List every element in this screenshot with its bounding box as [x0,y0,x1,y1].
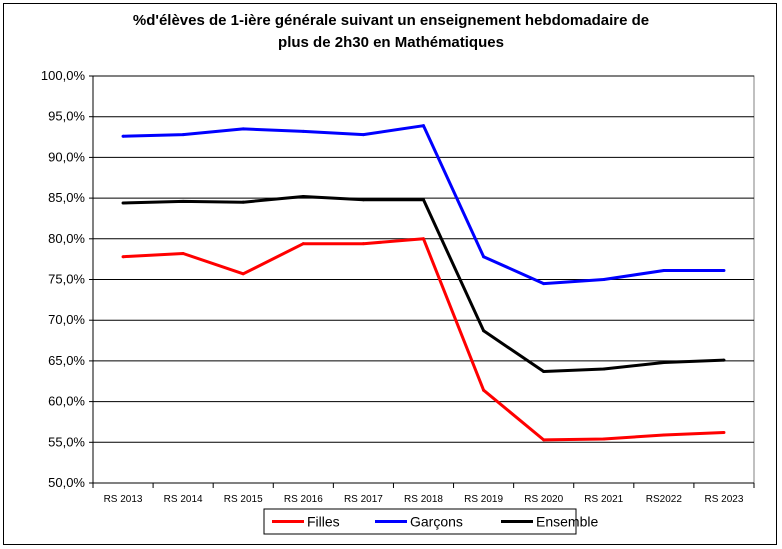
data-point-0-10 [722,431,726,435]
y-tick-label-6: 80,0% [48,231,85,246]
data-point-0-8 [602,437,606,441]
x-tick-label-1: RS 2014 [164,494,203,505]
data-point-2-5 [422,198,425,202]
data-point-2-2 [241,200,245,204]
x-tick-label-8: RS 2021 [584,494,623,505]
data-point-0-4 [361,242,365,246]
data-point-1-0 [121,134,125,138]
data-point-0-7 [542,438,546,442]
data-point-0-2 [241,272,245,276]
x-tick-label-3: RS 2016 [284,494,323,505]
data-point-0-3 [301,242,305,246]
chart-title-line-1: %d'élèves de 1-ière générale suivant un … [132,12,650,29]
x-tick-label-10: RS 2023 [704,494,743,505]
y-tick-label-8: 90,0% [48,149,85,164]
data-point-0-0 [121,255,125,259]
x-tick-label-2: RS 2015 [224,494,263,505]
x-tick-label-6: RS 2019 [464,494,503,505]
data-point-0-1 [181,251,185,255]
data-point-2-0 [121,201,125,205]
y-tick-label-2: 60,0% [48,394,85,409]
data-point-2-10 [722,358,726,362]
legend-label-0: Filles [307,514,340,530]
data-point-1-6 [482,255,486,259]
data-point-1-8 [602,278,606,281]
data-point-2-8 [602,367,606,371]
y-tick-label-3: 65,0% [48,353,85,368]
data-point-2-3 [301,194,305,198]
y-tick-label-10: 100,0% [41,68,86,83]
x-tick-label-9: RS2022 [646,494,683,505]
legend-label-2: Ensemble [536,514,598,530]
x-tick-label-0: RS 2013 [104,494,143,505]
data-point-1-9 [662,269,666,273]
data-point-2-9 [662,361,666,365]
data-point-2-6 [482,329,486,333]
chart-title-line-2: plus de 2h30 en Mathématiques [278,34,504,51]
data-point-0-5 [422,237,425,241]
y-tick-label-5: 75,0% [48,272,85,287]
data-point-2-7 [542,369,546,373]
data-point-1-2 [241,127,245,131]
data-point-1-7 [542,282,546,286]
data-point-1-5 [422,124,425,128]
data-point-1-10 [722,269,726,273]
y-tick-label-4: 70,0% [48,312,85,327]
x-tick-label-4: RS 2017 [344,494,383,505]
data-point-0-9 [662,433,666,437]
legend-label-1: Garçons [410,514,463,530]
y-tick-label-7: 85,0% [48,190,85,205]
y-tick-label-9: 95,0% [48,109,85,124]
data-point-1-4 [361,133,365,137]
x-tick-label-7: RS 2020 [524,494,563,505]
y-tick-label-1: 55,0% [48,434,85,449]
chart-title: %d'élèves de 1-ière générale suivant un … [0,10,782,54]
data-point-2-4 [361,198,365,202]
y-tick-label-0: 50,0% [48,475,85,490]
data-point-1-3 [301,129,305,133]
data-point-2-1 [181,199,185,203]
data-point-1-1 [181,133,185,137]
data-point-0-6 [482,388,486,392]
x-tick-label-5: RS 2018 [404,494,443,505]
